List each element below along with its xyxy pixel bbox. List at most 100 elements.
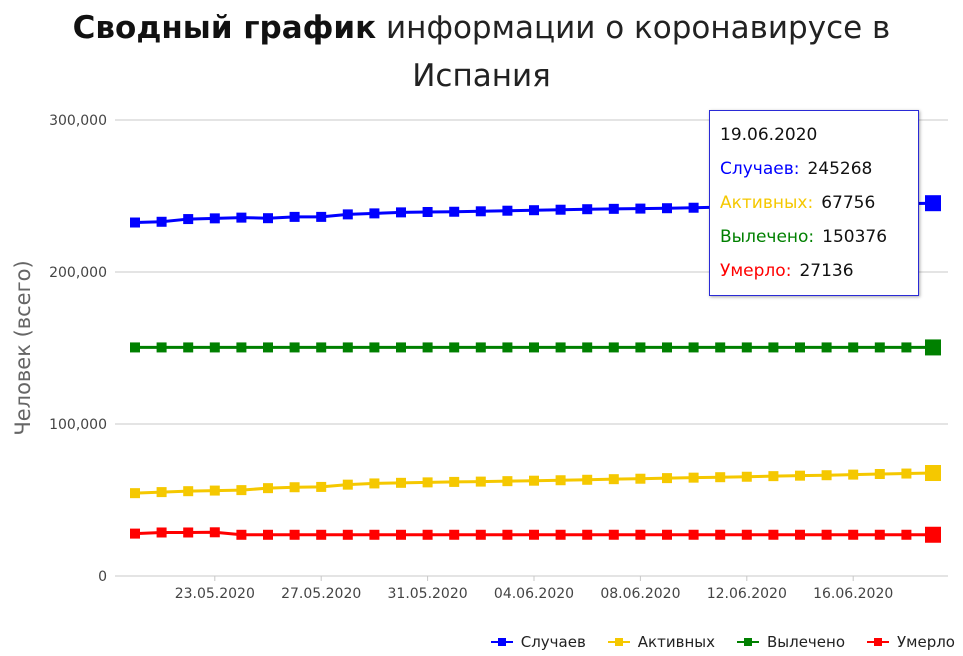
series-point	[502, 529, 513, 540]
legend-item-cases[interactable]: Случаев	[490, 633, 586, 651]
series-point	[183, 214, 194, 225]
series-point	[582, 342, 593, 353]
x-tick-label: 16.06.2020	[813, 586, 893, 602]
series-point	[821, 342, 832, 353]
series-point	[316, 529, 327, 540]
series-point	[555, 529, 566, 540]
series-point	[688, 202, 699, 213]
y-tick-label: 200,000	[49, 265, 107, 281]
series-point	[901, 529, 912, 540]
series-point	[848, 469, 859, 480]
series-point	[263, 529, 273, 540]
series-point	[715, 529, 726, 540]
tooltip-row-recovered: Вылечено: 150376	[720, 227, 887, 247]
series-point	[475, 206, 486, 217]
series-point	[396, 477, 406, 488]
legend-swatch-cases	[490, 637, 513, 647]
series-point	[635, 342, 646, 353]
series-point	[369, 342, 380, 353]
series-point	[316, 481, 327, 492]
y-tick-label: 0	[98, 569, 107, 585]
series-point	[635, 529, 646, 540]
series-point	[156, 487, 167, 498]
series-point	[342, 209, 353, 220]
series-point	[263, 342, 273, 353]
series-point	[130, 488, 140, 499]
x-tick-label: 27.05.2020	[281, 586, 361, 602]
series-point	[741, 529, 752, 540]
legend-item-active[interactable]: Активных	[607, 633, 715, 651]
tooltip-value-active: 67756	[821, 193, 876, 213]
series-point	[263, 213, 273, 224]
series-point	[768, 471, 779, 482]
tooltip-label-recovered: Вылечено:	[720, 227, 815, 247]
series-point	[874, 469, 885, 480]
tooltip-row-active: Активных: 67756	[720, 193, 875, 213]
tooltip-value-recovered: 150376	[822, 227, 888, 247]
x-tick-label: 04.06.2020	[494, 586, 574, 602]
series-point	[715, 472, 726, 483]
legend-item-deaths[interactable]: Умерло	[867, 633, 955, 651]
x-tick-label: 31.05.2020	[388, 586, 468, 602]
series-point	[422, 206, 433, 217]
series-point-highlight	[925, 465, 941, 482]
chart-title-rest: информации о коронавирусе в Испания	[376, 10, 891, 94]
series-point	[901, 342, 912, 353]
series-point-highlight	[925, 195, 941, 212]
series-point	[369, 208, 380, 219]
series-point	[529, 529, 539, 540]
series-point	[608, 529, 619, 540]
series-point	[342, 342, 353, 353]
series-point	[289, 342, 300, 353]
series-point	[582, 529, 593, 540]
series-point	[662, 342, 672, 353]
y-axis-title: Человек (всего)	[11, 260, 35, 435]
series-point	[529, 342, 539, 353]
series-point	[688, 529, 699, 540]
series-point	[209, 213, 220, 224]
legend-item-recovered[interactable]: Вылечено	[736, 633, 846, 651]
tooltip-row-cases: Случаев: 245268	[720, 159, 872, 179]
series-point	[662, 203, 672, 214]
chart-title: Сводный график информации о коронавирусе…	[0, 4, 963, 100]
tooltip-label-cases: Случаев:	[720, 159, 800, 179]
series-point	[635, 203, 646, 214]
series-point	[475, 529, 486, 540]
tooltip-label-active: Активных:	[720, 193, 814, 213]
legend-label-recovered: Вылечено	[766, 633, 846, 651]
series-point	[342, 529, 353, 540]
chart-legend: Случаев Активных Вылечено Умерло	[469, 632, 955, 652]
series-point	[555, 204, 566, 215]
series-point	[396, 207, 406, 218]
series-point	[635, 473, 646, 484]
series-point	[236, 342, 247, 353]
legend-label-deaths: Умерло	[897, 633, 955, 651]
series-point	[263, 483, 273, 494]
series-point	[156, 216, 167, 227]
series-point	[475, 342, 486, 353]
series-point	[449, 342, 460, 353]
series-point	[688, 342, 699, 353]
series-point	[209, 527, 220, 538]
y-tick-label: 300,000	[49, 113, 107, 129]
legend-swatch-deaths	[867, 637, 890, 647]
tooltip-value-cases: 245268	[807, 159, 873, 179]
series-point	[502, 476, 513, 487]
series-point	[555, 475, 566, 486]
series-point	[449, 476, 460, 487]
series-point	[396, 342, 406, 353]
series-point	[821, 470, 832, 481]
series-point	[741, 471, 752, 482]
series-point	[342, 479, 353, 490]
series-point	[236, 529, 247, 540]
series-point	[662, 473, 672, 484]
series-point	[209, 342, 220, 353]
series-point	[741, 342, 752, 353]
series-point	[608, 342, 619, 353]
series-point	[130, 342, 140, 353]
series-point	[768, 529, 779, 540]
legend-swatch-recovered	[736, 637, 759, 647]
series-point	[662, 529, 672, 540]
series-point	[475, 476, 486, 487]
series-point-highlight	[925, 339, 941, 356]
